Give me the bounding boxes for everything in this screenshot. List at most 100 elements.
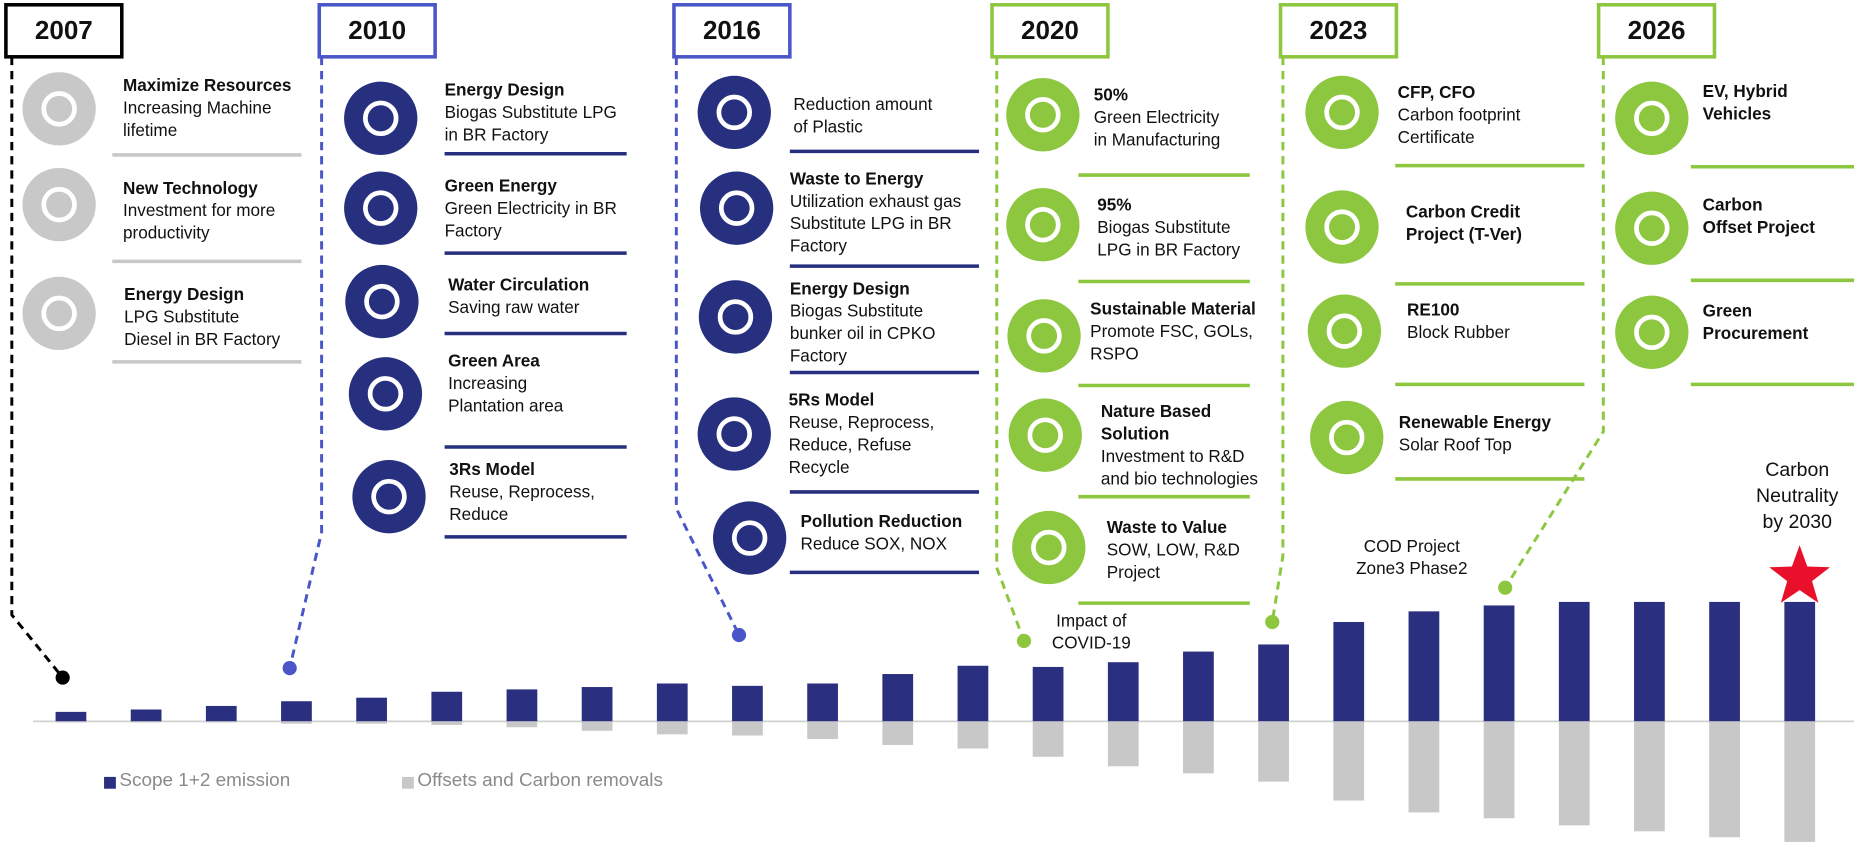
icon — [22, 72, 96, 146]
item-title: Offset Project — [1703, 217, 1816, 237]
year-label: 2020 — [1021, 15, 1079, 45]
item-title: Maximize Resources — [123, 75, 291, 95]
year-label: 2016 — [703, 15, 761, 45]
bar — [1183, 651, 1214, 722]
icon — [1008, 398, 1082, 472]
item-title: Waste to Energy — [790, 168, 924, 188]
annotation: Neutrality — [1756, 485, 1839, 507]
icon-glyph — [1027, 417, 1063, 453]
bar — [581, 721, 613, 731]
bar — [1107, 662, 1139, 722]
item-text: Reuse, Reprocess, — [789, 412, 935, 432]
bar — [882, 721, 914, 745]
icon — [1012, 510, 1086, 585]
item-text: lifetime — [123, 120, 177, 140]
year-box — [1278, 3, 1399, 59]
item-text: productivity — [123, 223, 210, 243]
item-text: Promote FSC, GOLs, — [1090, 321, 1253, 341]
bar — [1483, 721, 1515, 819]
icon — [1305, 75, 1379, 150]
legend-swatch — [104, 776, 116, 789]
icon-glyph — [1031, 529, 1067, 566]
item-title: New Technology — [123, 178, 258, 198]
bar — [1408, 721, 1440, 813]
bar — [431, 691, 463, 722]
bar — [1784, 601, 1816, 722]
item-title: 50% — [1094, 84, 1128, 104]
bar — [1634, 601, 1665, 722]
year-label: 2010 — [348, 15, 406, 45]
year-box — [4, 3, 124, 59]
item-text: RSPO — [1090, 343, 1139, 363]
item-title: 95% — [1097, 194, 1131, 214]
icon-glyph — [1324, 209, 1360, 245]
item-title: Vehicles — [1703, 103, 1772, 123]
item-text: Carbon footprint — [1398, 104, 1521, 124]
item-text: Green Electricity in BR — [445, 198, 617, 218]
item-text: in Manufacturing — [1094, 129, 1221, 149]
bar — [281, 721, 312, 724]
item-text: and bio technologies — [1101, 469, 1258, 489]
icon-glyph — [716, 94, 753, 131]
item-title: Green Area — [448, 350, 540, 370]
item-text: Increasing Machine — [123, 97, 272, 117]
item-title: Energy Design — [445, 80, 565, 100]
icon-glyph — [371, 478, 407, 515]
bar — [205, 705, 237, 722]
bar — [506, 721, 538, 728]
bar — [1032, 666, 1064, 722]
bar — [1709, 601, 1740, 722]
item-text: Factory — [790, 346, 848, 366]
icon-glyph — [718, 190, 755, 226]
item-title: Nature Based — [1101, 401, 1211, 421]
item-title: Pollution Reduction — [800, 511, 962, 531]
annotation: Impact of — [1056, 611, 1127, 631]
icon — [699, 171, 774, 245]
item-title: 5Rs Model — [789, 389, 875, 409]
item-text: of Plastic — [793, 116, 863, 136]
year-box — [1596, 3, 1717, 59]
icon-glyph — [362, 100, 399, 137]
icon — [712, 501, 787, 575]
bar — [1408, 611, 1440, 722]
bar — [957, 721, 989, 749]
icon-glyph — [1634, 210, 1670, 247]
item-title: Green — [1703, 301, 1753, 321]
bar — [506, 689, 538, 722]
bar — [807, 721, 838, 740]
icon-glyph — [1025, 97, 1061, 133]
item-text: Reduce SOX, NOX — [800, 534, 947, 554]
icon — [1310, 400, 1384, 475]
item-text: Substitute LPG in BR — [790, 213, 952, 233]
item-text: Certificate — [1398, 127, 1475, 147]
icon-glyph — [1634, 100, 1670, 137]
bar — [1333, 622, 1365, 722]
item-text: Factory — [445, 220, 503, 240]
item-title: 3Rs Model — [449, 459, 535, 479]
item-text: Reduce — [449, 504, 508, 524]
icon — [1007, 299, 1081, 373]
bar — [1558, 601, 1590, 722]
target-star — [1769, 545, 1830, 603]
year-box — [317, 3, 437, 59]
item-title: Sustainable Material — [1090, 298, 1256, 318]
bar — [356, 721, 387, 724]
icon-glyph — [1025, 206, 1061, 243]
connector — [995, 56, 1026, 642]
icon-glyph — [731, 520, 768, 556]
icon-glyph — [716, 416, 753, 452]
item-text: Reduce, Refuse — [789, 434, 912, 454]
icon — [697, 75, 771, 150]
item-text: Reduction amount — [793, 94, 932, 114]
icon — [22, 276, 96, 351]
icon-glyph — [1324, 94, 1360, 131]
connector — [674, 56, 741, 636]
icon-glyph — [364, 283, 400, 320]
icon — [1307, 294, 1382, 368]
annotation: Carbon — [1765, 459, 1829, 481]
icon — [352, 460, 426, 534]
item-text: Project — [1107, 562, 1161, 582]
legend-swatch — [402, 776, 414, 789]
item-text: LPG in BR Factory — [1097, 239, 1240, 259]
